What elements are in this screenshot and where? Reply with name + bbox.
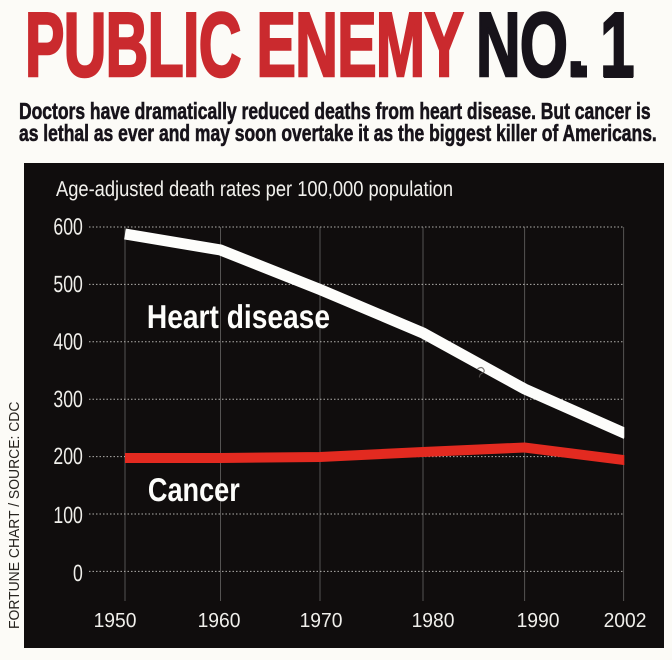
svg-text:200: 200 [53,443,82,469]
svg-text:300: 300 [53,386,82,412]
svg-text:1970: 1970 [300,610,343,632]
svg-text:500: 500 [53,271,82,297]
svg-text:2002: 2002 [604,610,647,632]
svg-text:1950: 1950 [94,610,137,632]
svg-text:1960: 1960 [198,610,241,632]
svg-text:400: 400 [53,328,82,354]
svg-text:1980: 1980 [412,610,455,632]
svg-text:0: 0 [73,560,83,586]
svg-text:1990: 1990 [517,610,560,632]
svg-text:Cancer: Cancer [148,471,240,508]
svg-text:Age-adjusted death rates per 1: Age-adjusted death rates per 100,000 pop… [56,177,453,201]
svg-text:600: 600 [53,214,82,240]
svg-text:100: 100 [53,502,82,528]
svg-text:Heart disease: Heart disease [147,298,330,335]
